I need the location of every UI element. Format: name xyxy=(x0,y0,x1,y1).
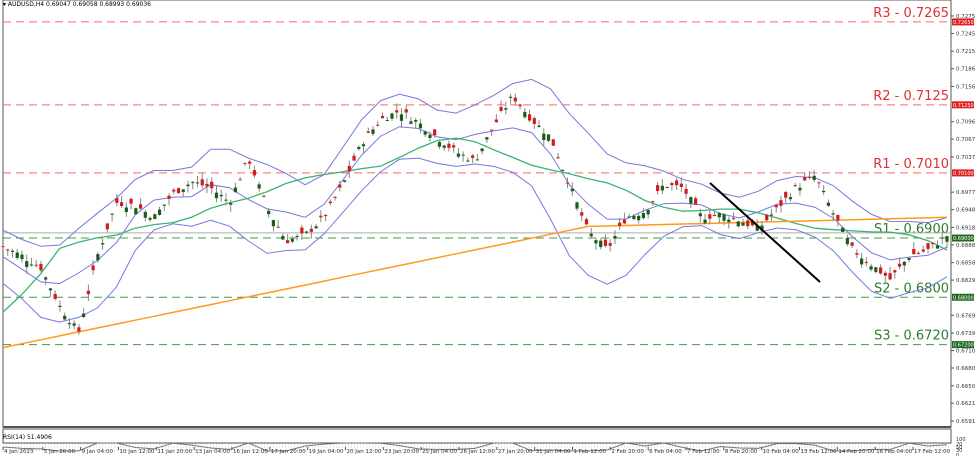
svg-text:0.71250: 0.71250 xyxy=(953,103,974,109)
time-tick-label: 23 Jan 20:00 xyxy=(384,449,419,455)
bollinger-middle xyxy=(2,126,948,285)
time-tick-label: 8 Feb 20:00 xyxy=(725,449,758,455)
time-tick-label: 5 Jan 20:00 xyxy=(44,449,76,455)
time-tick-label: 11 Jan 20:00 xyxy=(157,449,192,455)
level-tag-r1 xyxy=(952,169,974,177)
time-axis[interactable]: 4 Jan 2023 5 Jan 20:00 9 Jan 04:00 10 Jan 1… xyxy=(2,447,951,455)
svg-text:30: 30 xyxy=(956,448,962,454)
level-label-s2: S2 - 0.6800 xyxy=(874,281,949,296)
price-tick-label: 0.67395 xyxy=(956,331,975,337)
level-tag-s2 xyxy=(952,293,974,301)
svg-text:50: 50 xyxy=(956,445,962,451)
rsi-line xyxy=(2,442,948,452)
time-tick-label: 20 Jan 12:00 xyxy=(347,449,382,455)
rsi-header: RSI(14) 51.4906 xyxy=(3,434,52,441)
time-tick-label: 19 Jan 04:00 xyxy=(309,449,344,455)
svg-text:0.72650: 0.72650 xyxy=(953,20,974,26)
rsi-panel xyxy=(2,442,951,452)
svg-text:0.69000: 0.69000 xyxy=(953,236,974,242)
level-label-r3: R3 - 0.7265 xyxy=(873,6,949,21)
price-tick-label: 0.66805 xyxy=(956,366,975,372)
time-tick-label: 10 Feb 04:00 xyxy=(763,449,800,455)
time-tick-label: 31 Jan 04:00 xyxy=(536,449,571,455)
time-tick-label: 2 Feb 20:00 xyxy=(611,449,644,455)
level-label-r2: R2 - 0.7125 xyxy=(873,89,949,104)
time-tick-label: 13 Jan 04:00 xyxy=(195,449,230,455)
price-tick-label: 0.72155 xyxy=(956,49,975,55)
time-tick-label: 14 Feb 20:00 xyxy=(838,449,875,455)
time-tick-label: 6 Feb 04:00 xyxy=(649,449,682,455)
level-tag-s3 xyxy=(952,341,974,349)
time-tick-label: 27 Jan 20:00 xyxy=(498,449,533,455)
svg-text:0.68000: 0.68000 xyxy=(953,295,974,301)
time-tick-label: 26 Jan 12:00 xyxy=(460,449,495,455)
svg-text:70: 70 xyxy=(956,442,962,448)
time-tick-label: 16 Feb 04:00 xyxy=(876,449,913,455)
symbol-header: ▾ AUDUSD,H4 0.69047 0.69058 0.68993 0.69… xyxy=(3,1,151,8)
bollinger-lower xyxy=(2,157,948,323)
svg-text:100: 100 xyxy=(956,437,966,443)
time-tick-label: 9 Jan 04:00 xyxy=(82,449,114,455)
price-tick-label: 0.68885 xyxy=(956,243,975,249)
ma-slow-line xyxy=(2,216,948,349)
candles xyxy=(1,93,949,335)
price-tick-label: 0.67695 xyxy=(956,313,975,319)
bollinger-upper xyxy=(2,78,948,247)
level-tag-r3 xyxy=(952,18,974,26)
price-tick-label: 0.70965 xyxy=(956,120,975,126)
collapse-triangle-icon[interactable]: ▾ xyxy=(3,1,8,8)
time-tick-label: 16 Jan 12:00 xyxy=(233,449,268,455)
price-tick-label: 0.66505 xyxy=(956,384,975,390)
level-label-s1: S1 - 0.6900 xyxy=(874,222,949,237)
time-tick-label: 13 Feb 12:00 xyxy=(801,449,838,455)
rsi-plot-frame xyxy=(2,428,952,444)
price-tick-label: 0.69775 xyxy=(956,190,975,196)
level-tag-s1 xyxy=(952,234,974,242)
time-tick-label: 10 Jan 12:00 xyxy=(120,449,155,455)
level-tag-r2 xyxy=(952,101,974,109)
symbol-ohlc-text: AUDUSD,H4 0.69047 0.69058 0.68993 0.6903… xyxy=(7,1,151,8)
svg-text:0.70100: 0.70100 xyxy=(953,171,974,177)
time-tick-label: 1 Feb 12:00 xyxy=(574,449,607,455)
price-tick-label: 0.65910 xyxy=(956,419,975,425)
time-tick-label: 17 Jan 20:00 xyxy=(271,449,306,455)
downtrend-line[interactable] xyxy=(709,182,821,283)
time-tick-label: 7 Feb 12:00 xyxy=(687,449,720,455)
level-label-s3: S3 - 0.6720 xyxy=(874,329,949,344)
price-tick-label: 0.72455 xyxy=(956,31,975,37)
time-tick-label: 25 Jan 04:00 xyxy=(422,449,457,455)
svg-text:0.67200: 0.67200 xyxy=(953,343,974,349)
time-tick-label: 17 Feb 12:00 xyxy=(914,449,951,455)
level-label-r1: R1 - 0.7010 xyxy=(873,157,949,172)
price-tick-label: 0.68585 xyxy=(956,261,975,267)
time-tick-label: 4 Jan 2023 xyxy=(4,449,34,455)
